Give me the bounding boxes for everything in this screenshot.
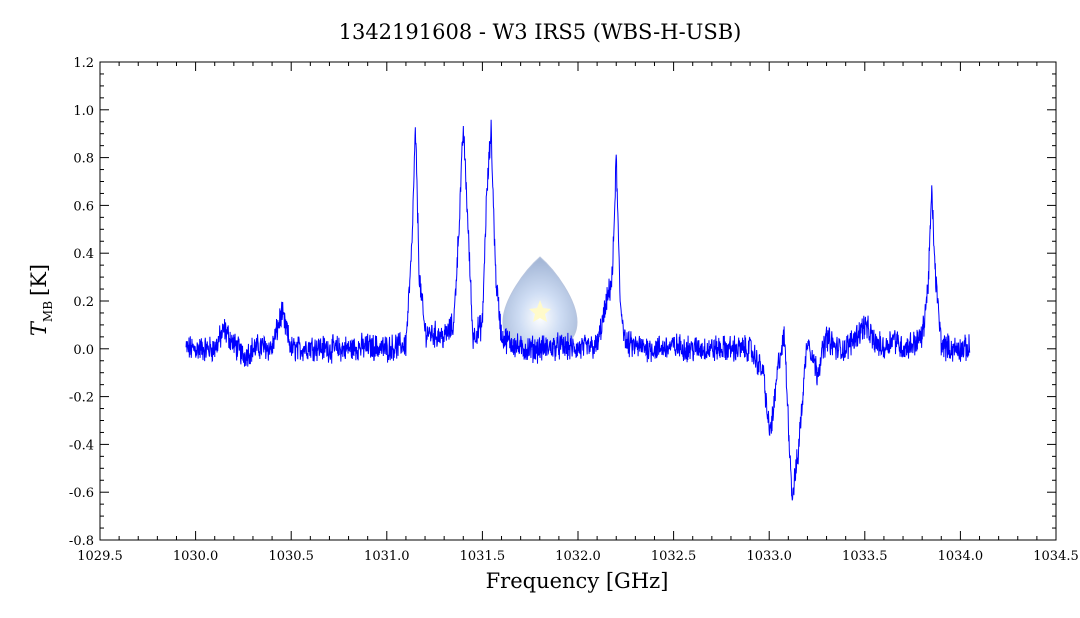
y-tick-label: 0.6: [73, 199, 94, 214]
x-tick-label: 1033.5: [842, 549, 888, 564]
y-tick-labels: -0.8 -0.6 -0.4 -0.2 0.0 0.2 0.4 0.6 0.8 1.0 1.2: [69, 56, 94, 549]
x-axis-label: Frequency [GHz]: [486, 569, 669, 593]
y-tick-label: -0.6: [69, 486, 94, 501]
svg-text:TMB[K]: TMB [K]: [27, 264, 55, 336]
x-tick-label: 1030.0: [173, 549, 219, 564]
y-tick-label: 1.0: [73, 104, 94, 119]
axis-ticks: [99, 61, 1057, 541]
y-tick-label: 1.2: [73, 56, 94, 71]
y-tick-label: -0.8: [69, 534, 94, 549]
x-tick-label: 1032.0: [555, 549, 601, 564]
y-tick-label: -0.2: [69, 391, 94, 406]
herschel-watermark-icon: [502, 256, 578, 351]
x-tick-label: 1033.0: [746, 549, 792, 564]
x-tick-label: 1031.0: [364, 549, 410, 564]
spectrum-line: [185, 119, 971, 501]
x-tick-label: 1030.5: [268, 549, 314, 564]
x-tick-labels: 1029.5 1030.0 1030.5 1031.0 1031.5 1032.0 1032…: [77, 549, 1079, 564]
y-tick-label: -0.4: [69, 438, 94, 453]
x-tick-label: 1031.5: [460, 549, 506, 564]
y-tick-label: 0.0: [73, 343, 94, 358]
plot-frame: [99, 61, 1057, 541]
chart-title: 1342191608 - W3 IRS5 (WBS-H-USB): [339, 20, 742, 44]
y-tick-label: 0.4: [73, 247, 94, 262]
y-tick-label: 0.8: [73, 152, 94, 167]
x-tick-label: 1034.0: [938, 549, 984, 564]
x-tick-label: 1032.5: [651, 549, 697, 564]
y-axis-label-unit: [K]: [27, 264, 51, 296]
y-axis-label-symbol: T: [27, 320, 51, 336]
x-tick-label: 1034.5: [1033, 549, 1079, 564]
y-tick-label: 0.2: [73, 295, 94, 310]
y-axis-label: TMB [K]: [27, 264, 55, 336]
x-tick-label: 1029.5: [77, 549, 123, 564]
y-axis-label-subscript: MB: [41, 301, 55, 322]
